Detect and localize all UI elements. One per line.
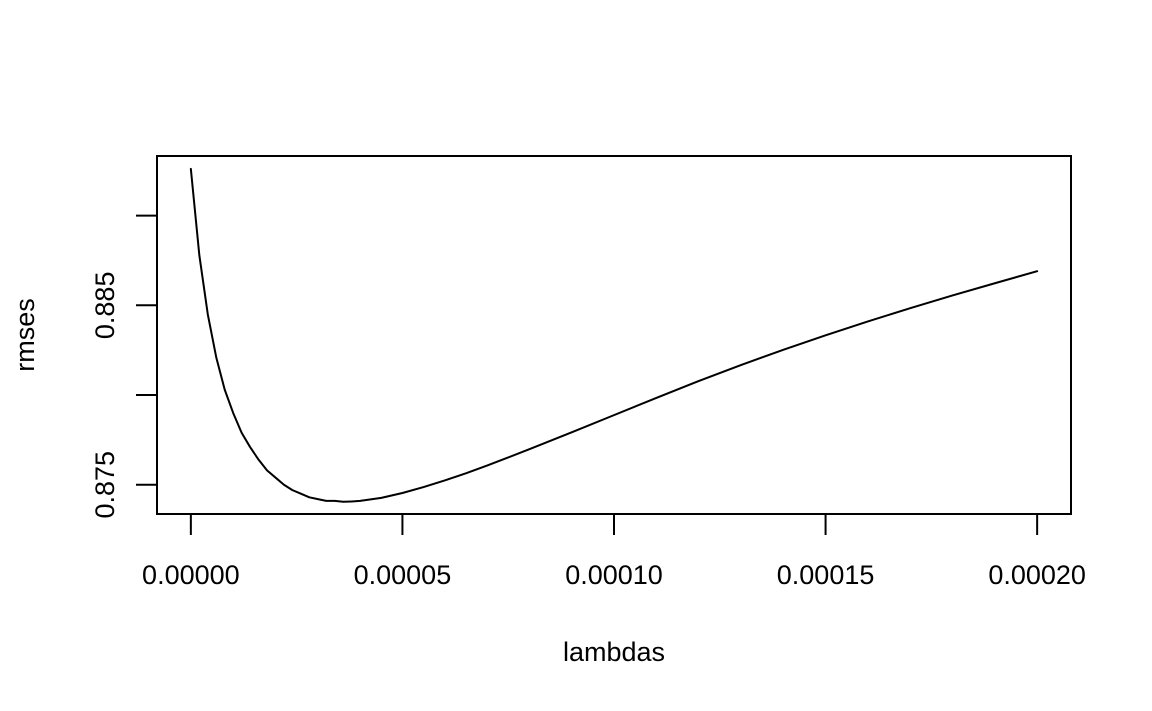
x-axis-label: lambdas (563, 637, 665, 667)
series-layer (189, 167, 1039, 503)
plot-frame (156, 155, 1072, 515)
series-line (189, 167, 1039, 503)
x-tick-label: 0.00015 (777, 560, 875, 590)
y-axis-label: rmses (10, 298, 40, 372)
x-tick-label: 0.00000 (142, 560, 240, 590)
y-tick-label: 0.885 (90, 272, 120, 340)
x-tick-label: 0.00020 (988, 560, 1086, 590)
x-tick-label: 0.00005 (354, 560, 452, 590)
x-tick-label: 0.00010 (565, 560, 663, 590)
y-tick-label: 0.875 (90, 451, 120, 519)
y-axis: 0.875 0.885 (90, 214, 158, 519)
x-axis: 0.00000 0.00005 0.00010 0.00015 0.00020 (142, 513, 1086, 590)
